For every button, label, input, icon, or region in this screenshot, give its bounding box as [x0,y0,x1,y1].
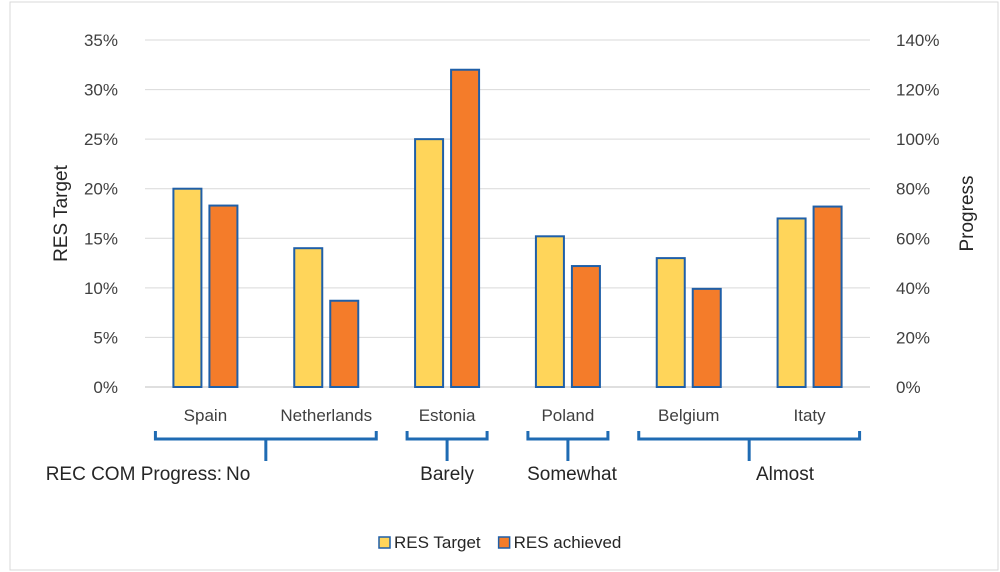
y-tick-label: 0% [93,378,118,397]
y2-tick-label: 0% [896,378,921,397]
legend-swatch [378,536,391,549]
bar-res-achieved-netherlands [329,299,360,389]
x-tick-label: Poland [541,406,594,425]
legend-swatch [497,536,511,549]
y2-tick-label: 120% [896,81,939,100]
bars [172,68,843,389]
progress-prefix-label: REC COM Progress: [46,464,222,485]
bar-res-achieved-poland [570,265,601,388]
y-tick-label: 20% [84,180,118,199]
bar-res-target-spain [172,187,203,388]
y-tick-label: 25% [84,130,118,149]
y2-tick-label: 80% [896,180,930,199]
y-axis-right: 0% 20% 40% 60% 80% 100% 120% 140% [896,31,939,397]
y2-tick-label: 60% [896,229,930,248]
y2-tick-label: 140% [896,31,939,50]
bar-res-target-netherlands [293,247,324,388]
x-tick-label: Itaty [794,406,827,425]
y-tick-label: 5% [93,328,118,347]
x-axis: Spain Netherlands Estonia Poland Belgium Itat… [184,406,826,425]
y2-tick-label: 100% [896,130,939,149]
y-tick-label: 35% [84,31,118,50]
y-axis-title: RES Target [51,164,72,262]
x-tick-label: Netherlands [280,406,372,425]
x-tick-label: Belgium [658,406,719,425]
gridlines [145,39,870,388]
bar-res-achieved-estonia [450,68,481,388]
y2-tick-label: 20% [896,328,930,347]
progress-group-label: Almost [756,464,815,485]
progress-group-label: Barely [420,464,474,485]
y2-tick-label: 40% [896,279,930,298]
legend-label: RES Target [394,533,481,552]
bar-res-achieved-spain [208,204,239,388]
bar-res-achieved-belgium [691,287,722,388]
y-axis-left: 0% 5% 10% 15% 20% 25% 30% 35% [84,31,118,397]
bar-res-target-poland [534,235,565,388]
bar-res-target-itaty [776,217,807,388]
legend-label: RES achieved [514,533,622,552]
y2-axis-title: Progress [957,175,978,251]
bar-res-target-belgium [655,257,686,388]
x-tick-label: Spain [184,406,227,425]
progress-brackets: No Barely Somewhat Almost [153,431,862,485]
bar-res-achieved-itaty [812,205,843,388]
legend: RES Target RES achieved [378,533,622,552]
y-tick-label: 15% [84,229,118,248]
x-tick-label: Estonia [419,406,476,425]
progress-group-label: Somewhat [527,464,617,485]
y-tick-label: 10% [84,279,118,298]
y-tick-label: 30% [84,81,118,100]
bar-res-target-estonia [414,138,445,388]
progress-group-label: No [226,464,250,485]
